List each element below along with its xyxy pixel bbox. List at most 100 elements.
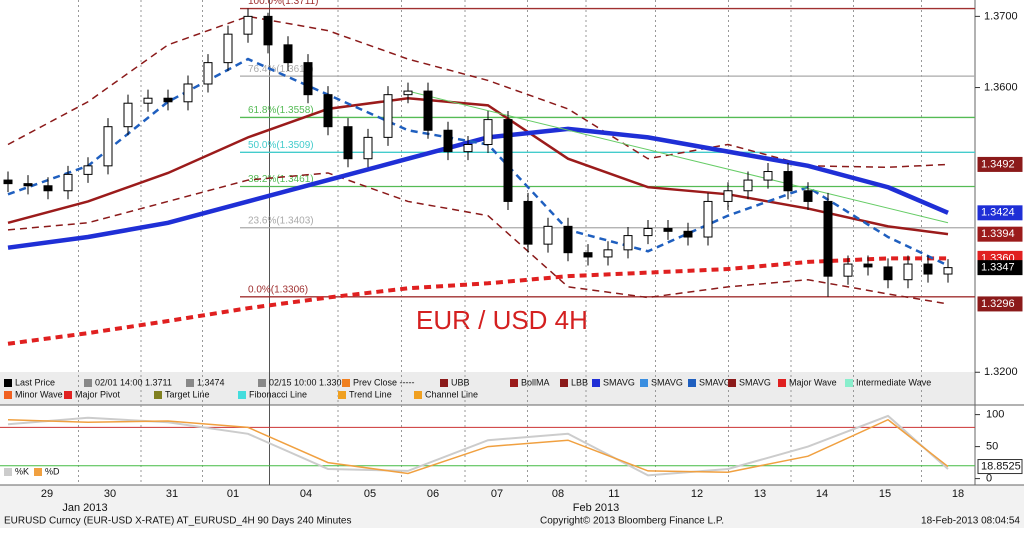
y-tick-label: 1.3700 <box>984 10 1018 22</box>
end-label-box <box>977 296 1023 312</box>
legend-swatch <box>688 379 696 387</box>
fib-label: 61.8%(1.3558) <box>248 105 314 116</box>
legend-label: Trend Line <box>349 389 392 399</box>
stoch-legend-swatch <box>34 468 42 476</box>
candle-body <box>183 83 193 103</box>
footer-text: 18-Feb-2013 08:04:54 <box>921 516 1020 527</box>
stoch-y-tick-label: 0 <box>986 473 992 485</box>
candle-body <box>283 44 293 64</box>
legend-label: SMAVG <box>739 377 771 387</box>
candle-body <box>723 190 733 202</box>
stoch-legend-swatch <box>4 468 12 476</box>
legend-swatch <box>778 379 786 387</box>
legend-label: Intermediate Wave <box>856 377 931 387</box>
candle-body <box>3 179 13 185</box>
fib-label: 50.0%(1.3509) <box>248 140 314 151</box>
legend-swatch <box>64 391 72 399</box>
candle-body <box>563 225 573 254</box>
candle-body <box>123 102 133 128</box>
candle-body <box>103 126 113 167</box>
x-axis-band <box>0 485 1024 528</box>
candle-body <box>463 143 473 153</box>
candle-body <box>403 90 413 96</box>
end-label: 1.3492 <box>981 158 1015 170</box>
x-tick-label: 04 <box>300 488 312 500</box>
x-tick-label: 07 <box>491 488 503 500</box>
candle-body <box>943 267 953 275</box>
legend-label: Target Line <box>165 389 210 399</box>
x-tick-label: 11 <box>608 488 619 500</box>
candle-body <box>83 165 93 175</box>
candle-body <box>703 200 713 238</box>
legend-label: LBB <box>571 377 588 387</box>
end-label: 1.3347 <box>981 262 1015 274</box>
x-tick-label: 08 <box>552 488 564 500</box>
candle-body <box>783 171 793 192</box>
candle-body <box>603 249 613 258</box>
end-label-box <box>977 459 1023 475</box>
month-label: Feb 2013 <box>573 502 619 514</box>
fib-label: 38.2%(1.3461) <box>248 174 314 185</box>
legend-label: 1.3474 <box>197 377 225 387</box>
candle-body <box>263 15 273 46</box>
x-tick-label: 01 <box>227 488 239 500</box>
legend-label: Prev Close ----- <box>353 377 415 387</box>
candle-body <box>923 263 933 275</box>
fib-label: 76.4%(1.3616) <box>248 64 314 75</box>
candle-body <box>863 263 873 268</box>
x-tick-label: 18 <box>952 488 964 500</box>
legend-swatch <box>592 379 600 387</box>
candle-body <box>803 190 813 202</box>
x-tick-label: 12 <box>691 488 703 500</box>
candle-body <box>43 185 53 192</box>
legend-label: Last Price <box>15 377 55 387</box>
candle-body <box>363 136 373 160</box>
legend-swatch <box>238 391 246 399</box>
candle-body <box>63 173 73 192</box>
candle-body <box>543 225 553 245</box>
legend-label: SMAVG <box>651 377 683 387</box>
fib-label: 0.0%(1.3306) <box>248 284 308 295</box>
legend-label: Minor Wave <box>15 389 63 399</box>
candle-body <box>883 266 893 281</box>
legend-label: 02/15 10:00 1.3306 <box>269 377 347 387</box>
indicator-line <box>7 172 949 305</box>
candle-body <box>823 200 833 277</box>
legend-swatch <box>186 379 194 387</box>
candle-body <box>203 62 213 85</box>
indicator-line <box>407 90 949 224</box>
x-tick-label: 31 <box>166 488 178 500</box>
legend-label: Fibonacci Line <box>249 389 307 399</box>
candle-body <box>163 97 173 103</box>
stoch-legend-label: %K <box>15 466 29 476</box>
legend-label: 02/01 14:00 1.3711 <box>95 377 172 387</box>
end-label-box <box>977 226 1023 242</box>
indicator-line <box>7 256 948 346</box>
candle-body <box>323 94 333 128</box>
candle-body <box>503 119 513 202</box>
candle-body <box>383 94 393 138</box>
stoch-legend-label: %D <box>45 466 60 476</box>
candle-body <box>343 126 353 160</box>
x-tick-label: 30 <box>104 488 116 500</box>
fib-label: 100.0%(1.3711) <box>248 0 318 7</box>
legend-swatch <box>640 379 648 387</box>
candle-body <box>423 90 433 131</box>
legend-swatch <box>414 391 422 399</box>
stoch-y-tick-label: 50 <box>986 441 998 453</box>
candle-body <box>843 263 853 277</box>
legend-swatch <box>342 379 350 387</box>
candle-body <box>903 263 913 281</box>
candle-body <box>683 230 693 238</box>
end-label-box <box>977 205 1023 221</box>
candle-body <box>623 235 633 251</box>
end-label-box <box>977 260 1023 276</box>
fib-label: 23.6%(1.3403) <box>248 215 314 226</box>
end-label: 1.3296 <box>981 298 1015 310</box>
indicator-line <box>7 418 949 475</box>
legend-swatch <box>560 379 568 387</box>
end-label: 1.3424 <box>981 207 1015 219</box>
legend-swatch <box>728 379 736 387</box>
